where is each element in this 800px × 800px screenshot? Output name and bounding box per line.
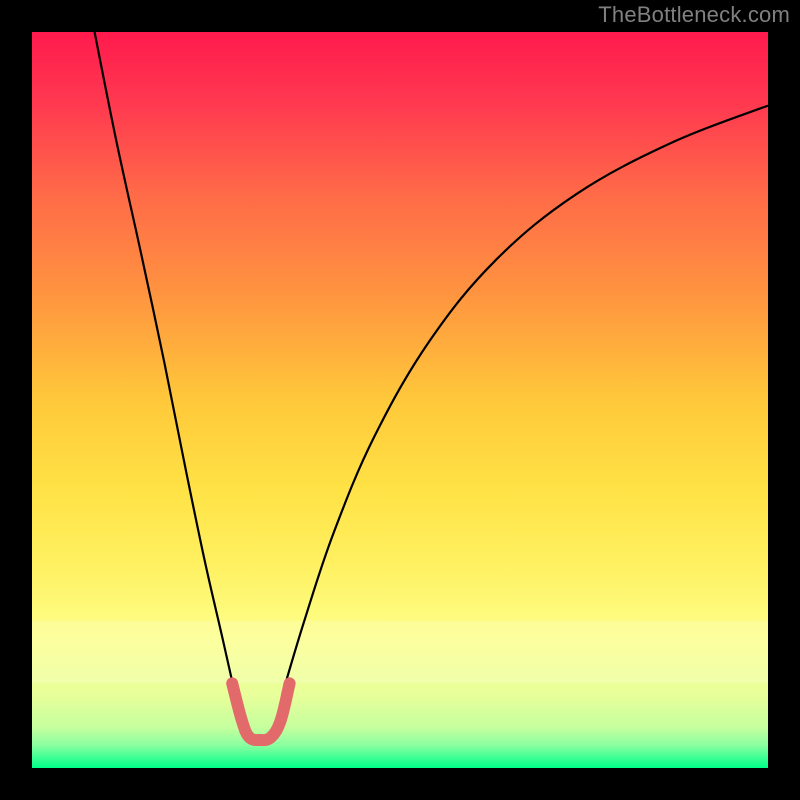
chart-svg [32,32,768,768]
highlight-band [32,621,768,684]
watermark-text: TheBottleneck.com [598,2,790,28]
chart-container: TheBottleneck.com [0,0,800,800]
plot-area [32,32,768,768]
